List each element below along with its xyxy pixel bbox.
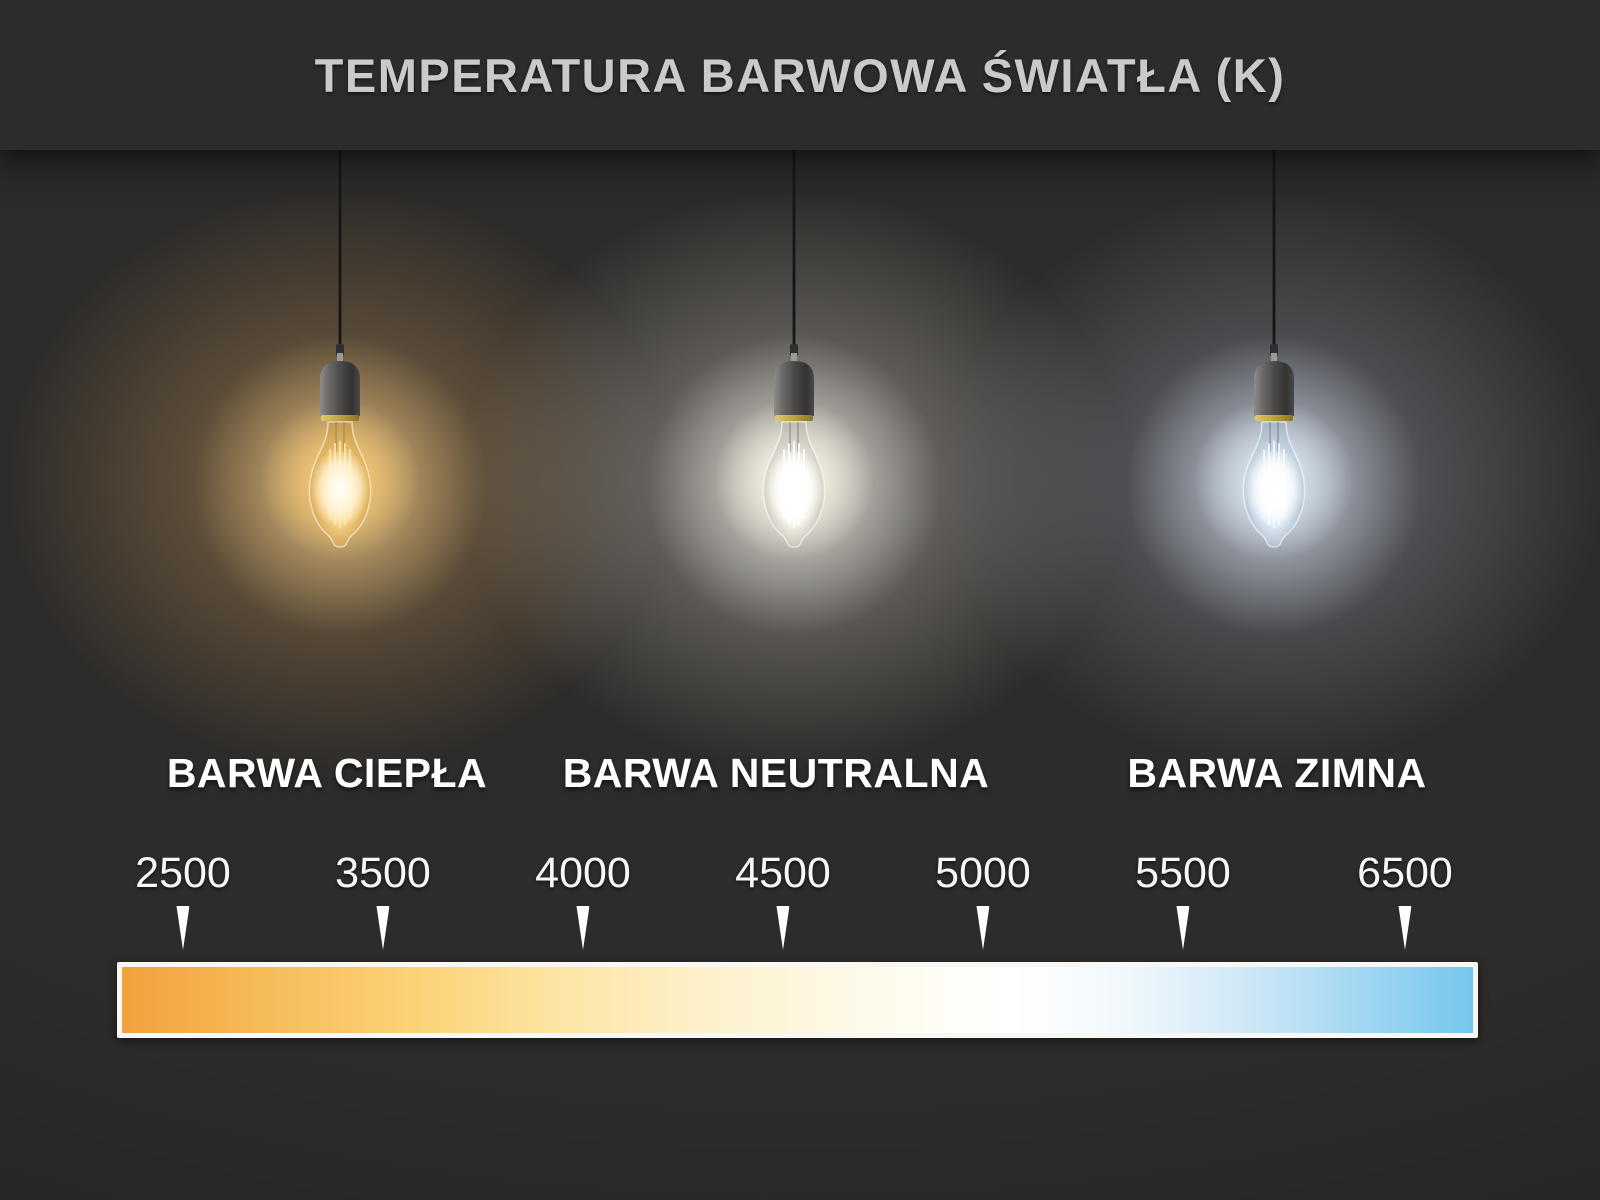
scale-tick-5000: 5000 [935, 848, 1031, 950]
scale-value: 2500 [135, 849, 231, 897]
scale-value: 4500 [735, 849, 831, 897]
down-arrow-icon [976, 906, 990, 950]
scale-value: 6500 [1357, 849, 1453, 897]
scale-value: 3500 [335, 849, 431, 897]
scale-tick-3500: 3500 [335, 848, 431, 950]
label-neutral-color: BARWA NEUTRALNA [562, 750, 990, 796]
down-arrow-icon [776, 906, 790, 950]
down-arrow-icon [176, 906, 190, 950]
down-arrow-icon [376, 906, 390, 950]
scale-value: 5000 [935, 849, 1031, 897]
temperature-gradient-bar [117, 962, 1478, 1038]
bulb-cold [824, 90, 1600, 870]
scale-tick-2500: 2500 [135, 848, 231, 950]
down-arrow-icon [576, 906, 590, 950]
label-cold-color: BARWA ZIMNA [1127, 750, 1427, 796]
header-bar: TEMPERATURA BARWOWA ŚWIATŁA (K) [0, 0, 1600, 150]
scale-tick-4500: 4500 [735, 848, 831, 950]
scale-value: 4000 [535, 849, 631, 897]
page-title: TEMPERATURA BARWOWA ŚWIATŁA (K) [314, 48, 1286, 102]
edison-bulb-cold-graphic [1194, 150, 1354, 560]
scale-value: 5500 [1135, 849, 1231, 897]
down-arrow-icon [1176, 906, 1190, 950]
wall-background [0, 90, 1600, 1200]
scale-tick-6500: 6500 [1357, 848, 1453, 950]
down-arrow-icon [1398, 906, 1412, 950]
scale-tick-5500: 5500 [1135, 848, 1231, 950]
label-warm-color: BARWA CIEPŁA [166, 750, 488, 796]
scale-tick-4000: 4000 [535, 848, 631, 950]
